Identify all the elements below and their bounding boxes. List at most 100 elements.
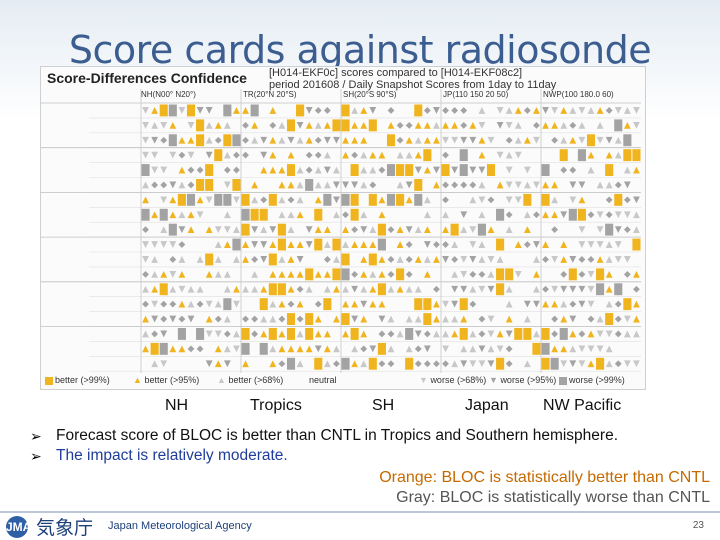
score-down-icon	[196, 107, 204, 114]
score-up-icon	[369, 241, 377, 248]
score-square-icon	[241, 328, 250, 340]
score-up-icon	[451, 121, 459, 129]
score-diamond-icon	[387, 256, 395, 263]
score-up-icon	[414, 226, 422, 234]
score-down-icon	[551, 285, 559, 293]
score-down-icon	[505, 181, 513, 189]
score-square-icon	[196, 134, 205, 147]
score-down-icon	[160, 330, 168, 338]
score-square-icon	[305, 268, 314, 281]
score-down-icon	[214, 226, 222, 234]
score-up-icon	[433, 330, 440, 338]
score-diamond-icon	[478, 315, 486, 323]
score-down-icon	[233, 300, 240, 308]
score-down-icon	[496, 107, 504, 114]
score-up-icon	[369, 285, 377, 293]
score-up-icon	[178, 181, 186, 189]
score-up-icon	[178, 211, 186, 219]
score-down-icon	[633, 121, 640, 129]
score-square-icon	[286, 328, 296, 340]
score-square-icon	[423, 149, 432, 162]
score-diamond-icon	[505, 345, 513, 353]
score-up-icon	[333, 211, 340, 219]
score-down-icon	[478, 285, 486, 293]
score-up-icon	[360, 151, 368, 159]
score-up-icon	[523, 315, 531, 323]
score-square-icon	[268, 253, 277, 266]
score-square-icon	[541, 328, 550, 340]
score-square-icon	[250, 208, 259, 221]
score-square-icon	[314, 357, 323, 370]
score-up-icon	[460, 315, 468, 323]
score-up-icon	[396, 256, 404, 263]
score-down-icon	[205, 360, 213, 368]
score-card-subtitle-line1: [H014-EKF0c] scores compared to [H014-EK…	[269, 67, 523, 79]
score-square-icon	[214, 193, 223, 206]
score-down-icon	[223, 360, 231, 368]
score-diamond-icon	[451, 181, 459, 189]
score-down-icon	[523, 300, 531, 308]
score-square-icon	[350, 164, 359, 176]
score-up-icon	[360, 107, 368, 114]
score-down-icon	[351, 181, 359, 189]
score-up-icon	[314, 121, 322, 129]
region-label-japan: Japan	[465, 397, 509, 414]
score-diamond-icon	[578, 330, 586, 338]
score-up-icon	[633, 315, 640, 323]
score-up-icon	[260, 315, 268, 323]
score-up-icon	[378, 300, 386, 308]
score-up-icon	[414, 136, 422, 144]
score-down-icon	[469, 256, 477, 263]
score-down-icon	[551, 107, 559, 114]
score-diamond-icon	[423, 107, 431, 114]
score-diamond-icon	[287, 196, 295, 204]
score-diamond-icon	[187, 345, 195, 353]
score-down-icon	[351, 285, 359, 293]
score-square-icon	[377, 238, 386, 251]
slide-title: Score cards against radiosonde	[68, 28, 652, 72]
score-up-icon	[633, 226, 640, 234]
score-up-icon	[633, 300, 640, 308]
score-up-icon	[187, 136, 195, 144]
score-up-icon	[533, 270, 540, 278]
score-down-icon	[569, 256, 577, 263]
score-down-icon	[423, 345, 431, 353]
score-grid	[41, 89, 641, 373]
score-diamond-icon	[433, 241, 440, 248]
score-down-icon	[305, 107, 313, 114]
score-down-icon	[578, 241, 586, 248]
score-down-icon	[169, 241, 177, 248]
score-square-icon	[523, 328, 532, 340]
score-square-icon	[632, 238, 641, 251]
score-square-icon	[377, 342, 386, 355]
score-square-icon	[232, 134, 241, 147]
score-diamond-icon	[251, 315, 259, 323]
score-up-icon	[533, 107, 540, 114]
score-square-icon	[168, 134, 177, 147]
score-up-icon	[296, 360, 304, 368]
score-up-icon	[587, 330, 595, 338]
score-down-icon	[333, 181, 340, 189]
score-square-icon	[232, 238, 241, 251]
score-up-icon	[214, 241, 222, 248]
score-down-icon	[142, 121, 149, 129]
score-up-icon	[233, 330, 240, 338]
score-up-icon	[614, 151, 622, 159]
score-up-icon	[151, 360, 159, 368]
score-up-icon	[451, 241, 459, 248]
score-diamond-icon	[387, 107, 395, 114]
score-diamond-icon	[160, 315, 168, 323]
score-down-icon	[423, 241, 431, 248]
legend-neutral: neutral	[309, 375, 337, 385]
region-header-nwp: NWP(100 180.0 60)	[543, 90, 614, 99]
score-diamond-icon	[442, 107, 449, 114]
score-up-icon	[360, 270, 368, 278]
score-up-icon	[423, 196, 431, 204]
score-down-icon	[451, 136, 459, 144]
score-up-icon	[369, 270, 377, 278]
page-number: 23	[692, 520, 704, 531]
score-up-icon	[596, 181, 604, 189]
score-diamond-icon	[142, 300, 149, 308]
agency-name: Japan Meteorological Agency	[108, 520, 252, 532]
score-up-icon	[505, 315, 513, 323]
